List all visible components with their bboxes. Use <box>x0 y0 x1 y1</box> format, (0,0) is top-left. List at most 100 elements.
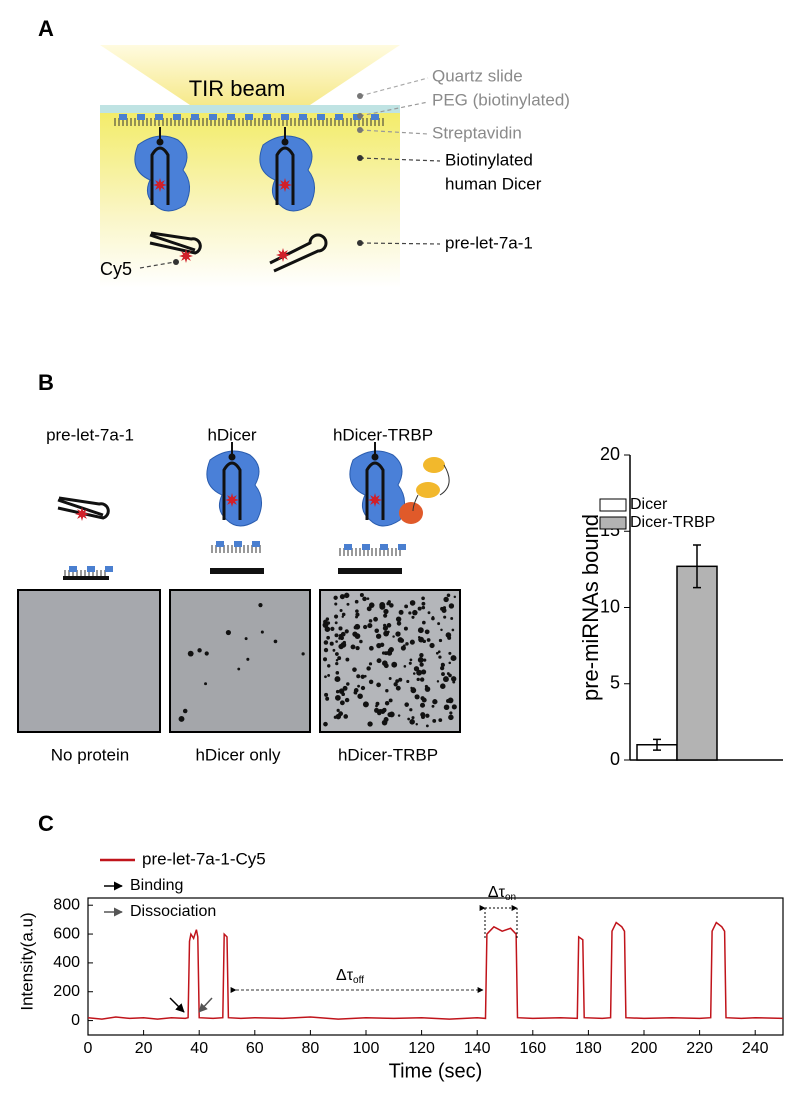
spot <box>273 639 278 644</box>
spot <box>424 629 430 635</box>
streptavidin <box>155 114 163 120</box>
streptavidin <box>362 544 370 550</box>
spot <box>368 602 375 608</box>
spot <box>420 712 426 718</box>
spot <box>383 707 387 711</box>
spot <box>450 617 454 620</box>
dot <box>173 259 179 265</box>
spot <box>383 613 388 618</box>
streptavidin <box>344 544 352 550</box>
base <box>338 568 402 574</box>
spot <box>323 647 329 653</box>
streptavidin <box>380 544 388 550</box>
spot <box>405 642 409 646</box>
spot <box>416 669 423 676</box>
spot <box>354 599 359 604</box>
spot <box>446 672 450 676</box>
spot <box>438 718 443 723</box>
legend-label: Dicer <box>630 496 668 513</box>
plot-frame <box>87 897 784 1036</box>
spot <box>368 619 373 623</box>
streptavidin <box>245 114 253 120</box>
spot <box>335 661 339 666</box>
streptavidin <box>263 114 271 120</box>
streptavidin <box>252 541 260 547</box>
spot <box>449 711 453 715</box>
spot <box>426 638 431 642</box>
delta-label: Δτoff <box>336 967 364 985</box>
dicer <box>259 135 315 212</box>
spot <box>414 694 420 700</box>
streptavidin <box>87 566 95 572</box>
spot <box>443 596 449 603</box>
caption: hDicer-TRBP <box>338 745 438 764</box>
spot <box>446 593 451 598</box>
spot <box>346 602 350 606</box>
legend-swatch <box>599 516 627 530</box>
x-tick-label: 220 <box>686 1040 713 1057</box>
y-tick-label: 0 <box>610 749 620 769</box>
x-tick-label: 0 <box>84 1040 93 1057</box>
hairpin <box>222 461 242 520</box>
streptavidin <box>317 114 325 120</box>
dot <box>357 127 363 133</box>
spot <box>432 699 438 705</box>
spot <box>354 633 361 639</box>
streptavidin <box>173 114 181 120</box>
streptavidin <box>335 114 343 120</box>
label: Streptavidin <box>432 123 522 142</box>
trbp <box>416 482 440 498</box>
spot <box>406 679 410 683</box>
label: Cy5 <box>100 259 132 279</box>
x-tick-label: 200 <box>631 1040 658 1057</box>
spot <box>404 702 409 707</box>
spot <box>423 658 427 662</box>
image <box>169 589 311 733</box>
spot <box>427 611 431 615</box>
spot <box>384 651 388 656</box>
x-tick-label: 140 <box>464 1040 491 1057</box>
streptavidin <box>119 114 127 120</box>
spot <box>437 622 441 626</box>
spot <box>387 630 390 634</box>
spot <box>385 689 389 693</box>
spot <box>403 626 408 631</box>
beam <box>100 45 400 105</box>
spot <box>375 633 382 639</box>
spot <box>326 621 331 625</box>
spot <box>441 663 445 667</box>
spot <box>395 616 402 622</box>
spot <box>345 657 350 662</box>
spot <box>419 653 424 658</box>
spot <box>352 645 356 648</box>
spot <box>441 607 447 613</box>
spot <box>443 704 450 711</box>
spot <box>425 724 429 728</box>
cy5-dye <box>368 493 382 507</box>
panel-label: C <box>38 811 54 836</box>
annotation: Binding <box>130 877 183 894</box>
spot <box>412 672 416 675</box>
leader <box>359 157 441 162</box>
spot <box>353 688 359 693</box>
spot <box>339 594 345 600</box>
leader <box>359 129 429 135</box>
spot <box>260 630 264 634</box>
spot <box>436 680 440 683</box>
spot <box>419 702 426 708</box>
spot <box>402 644 406 648</box>
hairpin <box>149 231 202 255</box>
delta-subscript: off <box>353 975 364 986</box>
spot <box>376 658 382 664</box>
dicer <box>206 450 262 527</box>
trace <box>87 921 784 1020</box>
spot <box>397 714 401 717</box>
spot <box>178 716 185 722</box>
streptavidin <box>191 114 199 120</box>
spot <box>388 677 392 680</box>
error-bar <box>653 738 661 751</box>
spot <box>393 682 398 687</box>
spot <box>339 700 345 706</box>
trbp <box>423 457 445 473</box>
spot <box>376 682 381 688</box>
